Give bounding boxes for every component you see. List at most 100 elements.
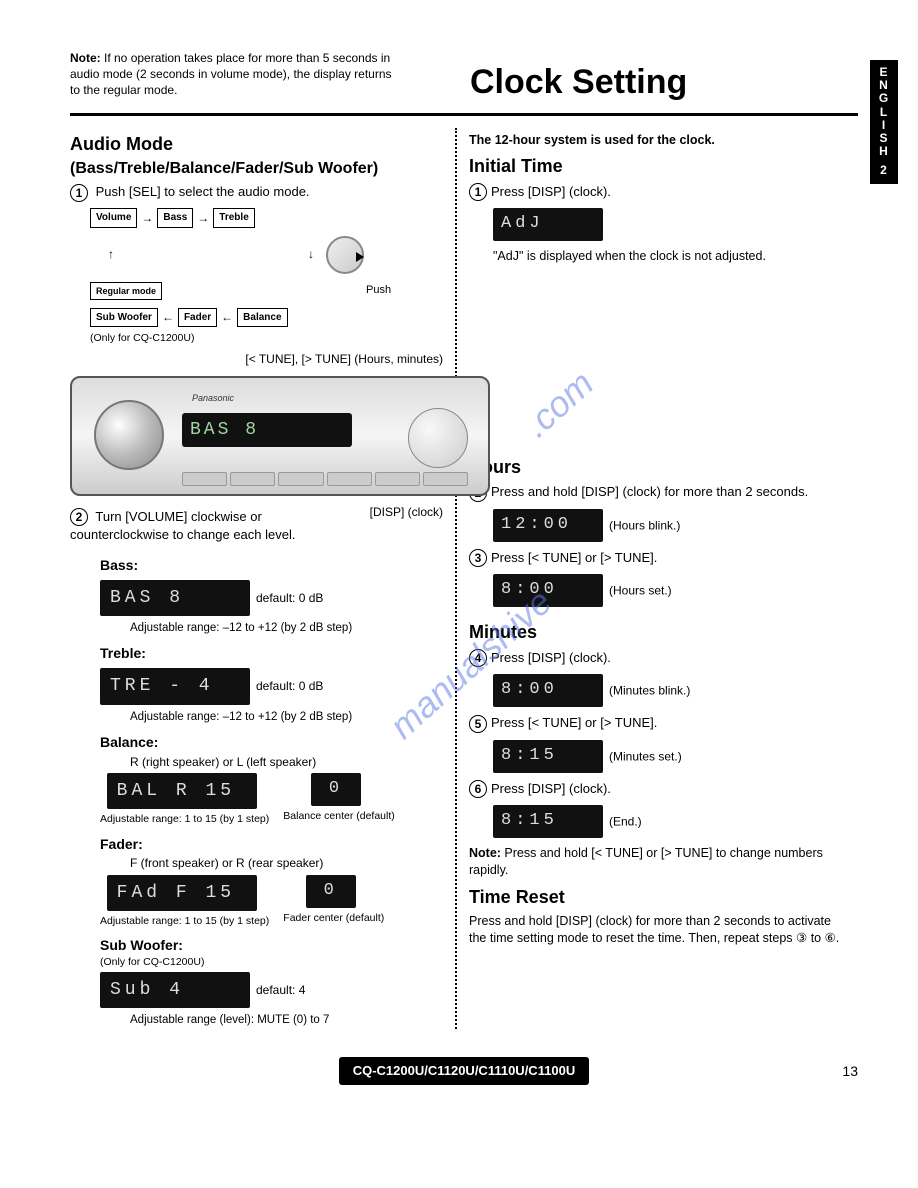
brand-label: Panasonic [192, 392, 234, 404]
balance-lcd2: 0 [311, 773, 361, 806]
step-1: 1 Push [SEL] to select the audio mode. [70, 183, 443, 202]
subwoofer-range: Adjustable range (level): MUTE (0) to 7 [130, 1013, 443, 1029]
min-after3: (End.) [609, 815, 642, 829]
page-title: Clock Setting [470, 60, 687, 106]
tune-note: Note: Press and hold [< TUNE] or [> TUNE… [469, 845, 840, 879]
flow-regular: Regular mode [90, 282, 162, 300]
treble-lcd: TRE - 4 [100, 668, 250, 704]
fader-center: Fader center (default) [283, 911, 384, 925]
flow-balance: Balance [237, 308, 287, 328]
bass-range: Adjustable range: –12 to +12 (by 2 dB st… [130, 621, 443, 637]
note-label: Note: [469, 846, 501, 860]
treble-heading: Treble: [100, 644, 443, 663]
balance-desc: R (right speaker) or L (left speaker) [130, 754, 443, 770]
subwoofer-lcd: Sub 4 [100, 972, 250, 1008]
min-after2: (Minutes set.) [609, 749, 682, 763]
hours-heading: Hours [469, 455, 840, 479]
left-column: Audio Mode (Bass/Treble/Balance/Fader/Su… [70, 128, 455, 1029]
note-text: If no operation takes place for more tha… [70, 51, 392, 97]
disp-label: [DISP] (clock) [370, 504, 443, 548]
bass-lcd: BAS 8 [100, 580, 250, 616]
step-r3: 3 Press [< TUNE] or [> TUNE]. [469, 549, 840, 568]
clock-intro: The 12-hour system is used for the clock… [469, 132, 840, 149]
min-after1: (Minutes blink.) [609, 684, 690, 698]
side-tab: ENGLISH 2 [870, 60, 898, 184]
initial-time-heading: Initial Time [469, 154, 840, 178]
step-number-4: 4 [469, 649, 487, 667]
arrow-icon: → [141, 210, 153, 226]
adj-note: "AdJ" is displayed when the clock is not… [493, 248, 840, 265]
step-r2: 2Press and hold [DISP] (clock) for more … [469, 483, 840, 502]
r-step5: Press [< TUNE] or [> TUNE]. [491, 715, 657, 730]
fader-heading: Fader: [100, 835, 443, 854]
r-step4: Press [DISP] (clock). [491, 650, 611, 665]
model-footer: CQ-C1200U/C1120U/C1110U/C1100U [339, 1057, 590, 1085]
bass-default: default: 0 dB [256, 591, 323, 605]
right-column: The 12-hour system is used for the clock… [455, 128, 840, 1029]
knob-icon [326, 236, 364, 274]
min-lcd3: 8:15 [493, 805, 603, 838]
side-tab-num: 2 [870, 164, 898, 177]
mode-flow-diagram: Volume → Bass → Treble ↑ ↓ Regular mode … [90, 208, 443, 327]
hours-after1: (Hours blink.) [609, 518, 680, 532]
stereo-display: BAS 8 [182, 413, 352, 447]
step-number-1: 1 [70, 184, 88, 202]
treble-range: Adjustable range: –12 to +12 (by 2 dB st… [130, 710, 443, 726]
balance-heading: Balance: [100, 733, 443, 752]
arrow-down-icon: ↓ [308, 246, 314, 262]
flow-bass: Bass [157, 208, 193, 228]
control-pad [408, 408, 468, 468]
step-number-1: 1 [469, 183, 487, 201]
step-number-6: 6 [469, 780, 487, 798]
adj-lcd: AdJ [493, 208, 603, 241]
side-tab-lang: ENGLISH [870, 66, 898, 158]
hours-lcd1: 12:00 [493, 509, 603, 542]
step-r5: 5 Press [< TUNE] or [> TUNE]. [469, 714, 840, 733]
preset-buttons [182, 472, 468, 486]
balance-range: Adjustable range: 1 to 15 (by 1 step) [100, 812, 269, 826]
r-step6: Press [DISP] (clock). [491, 781, 611, 796]
car-stereo-image: Panasonic BAS 8 [70, 376, 490, 496]
audio-mode-subheading: (Bass/Treble/Balance/Fader/Sub Woofer) [70, 158, 443, 180]
hours-lcd2: 8:00 [493, 574, 603, 607]
arrow-up-icon: ↑ [108, 246, 114, 262]
only-for-note: (Only for CQ-C1200U) [90, 331, 443, 345]
header-note: Note: If no operation takes place for mo… [70, 50, 400, 99]
flow-subwoofer: Sub Woofer [90, 308, 158, 328]
push-label: Push [366, 283, 391, 298]
audio-mode-heading: Audio Mode [70, 132, 443, 156]
balance-lcd1: BAL R 15 [107, 773, 257, 809]
step-r4: 4 Press [DISP] (clock). [469, 649, 840, 668]
step-r1: 1Press [DISP] (clock). [469, 183, 840, 202]
bass-heading: Bass: [100, 556, 443, 575]
tune-label: [< TUNE], [> TUNE] (Hours, minutes) [70, 351, 443, 367]
volume-knob [94, 400, 164, 470]
time-reset-heading: Time Reset [469, 885, 840, 909]
step-number-5: 5 [469, 715, 487, 733]
time-reset-text: Press and hold [DISP] (clock) for more t… [469, 913, 840, 947]
arrow-icon: ← [162, 309, 174, 325]
subwoofer-heading: Sub Woofer: [100, 936, 443, 955]
step-number-2: 2 [70, 508, 88, 526]
note-text: Press and hold [< TUNE] or [> TUNE] to c… [469, 846, 823, 877]
hours-after2: (Hours set.) [609, 584, 672, 598]
arrow-icon: → [197, 210, 209, 226]
treble-default: default: 0 dB [256, 679, 323, 693]
fader-lcd2: 0 [306, 875, 356, 908]
balance-center: Balance center (default) [283, 809, 394, 823]
divider [70, 113, 858, 116]
min-lcd2: 8:15 [493, 740, 603, 773]
fader-lcd1: FAd F 15 [107, 875, 257, 911]
flow-volume: Volume [90, 208, 137, 228]
step-number-3: 3 [469, 549, 487, 567]
step-2: 2 Turn [VOLUME] clockwise or countercloc… [70, 508, 310, 544]
arrow-icon: ← [221, 309, 233, 325]
page-number: 13 [842, 1062, 858, 1081]
r-step3: Press [< TUNE] or [> TUNE]. [491, 550, 657, 565]
step-r6: 6 Press [DISP] (clock). [469, 780, 840, 799]
minutes-heading: Minutes [469, 620, 840, 644]
r-step2: Press and hold [DISP] (clock) for more t… [491, 484, 808, 499]
step2-text: Turn [VOLUME] clockwise or counterclockw… [70, 509, 295, 543]
fader-range: Adjustable range: 1 to 15 (by 1 step) [100, 914, 269, 928]
flow-fader: Fader [178, 308, 217, 328]
